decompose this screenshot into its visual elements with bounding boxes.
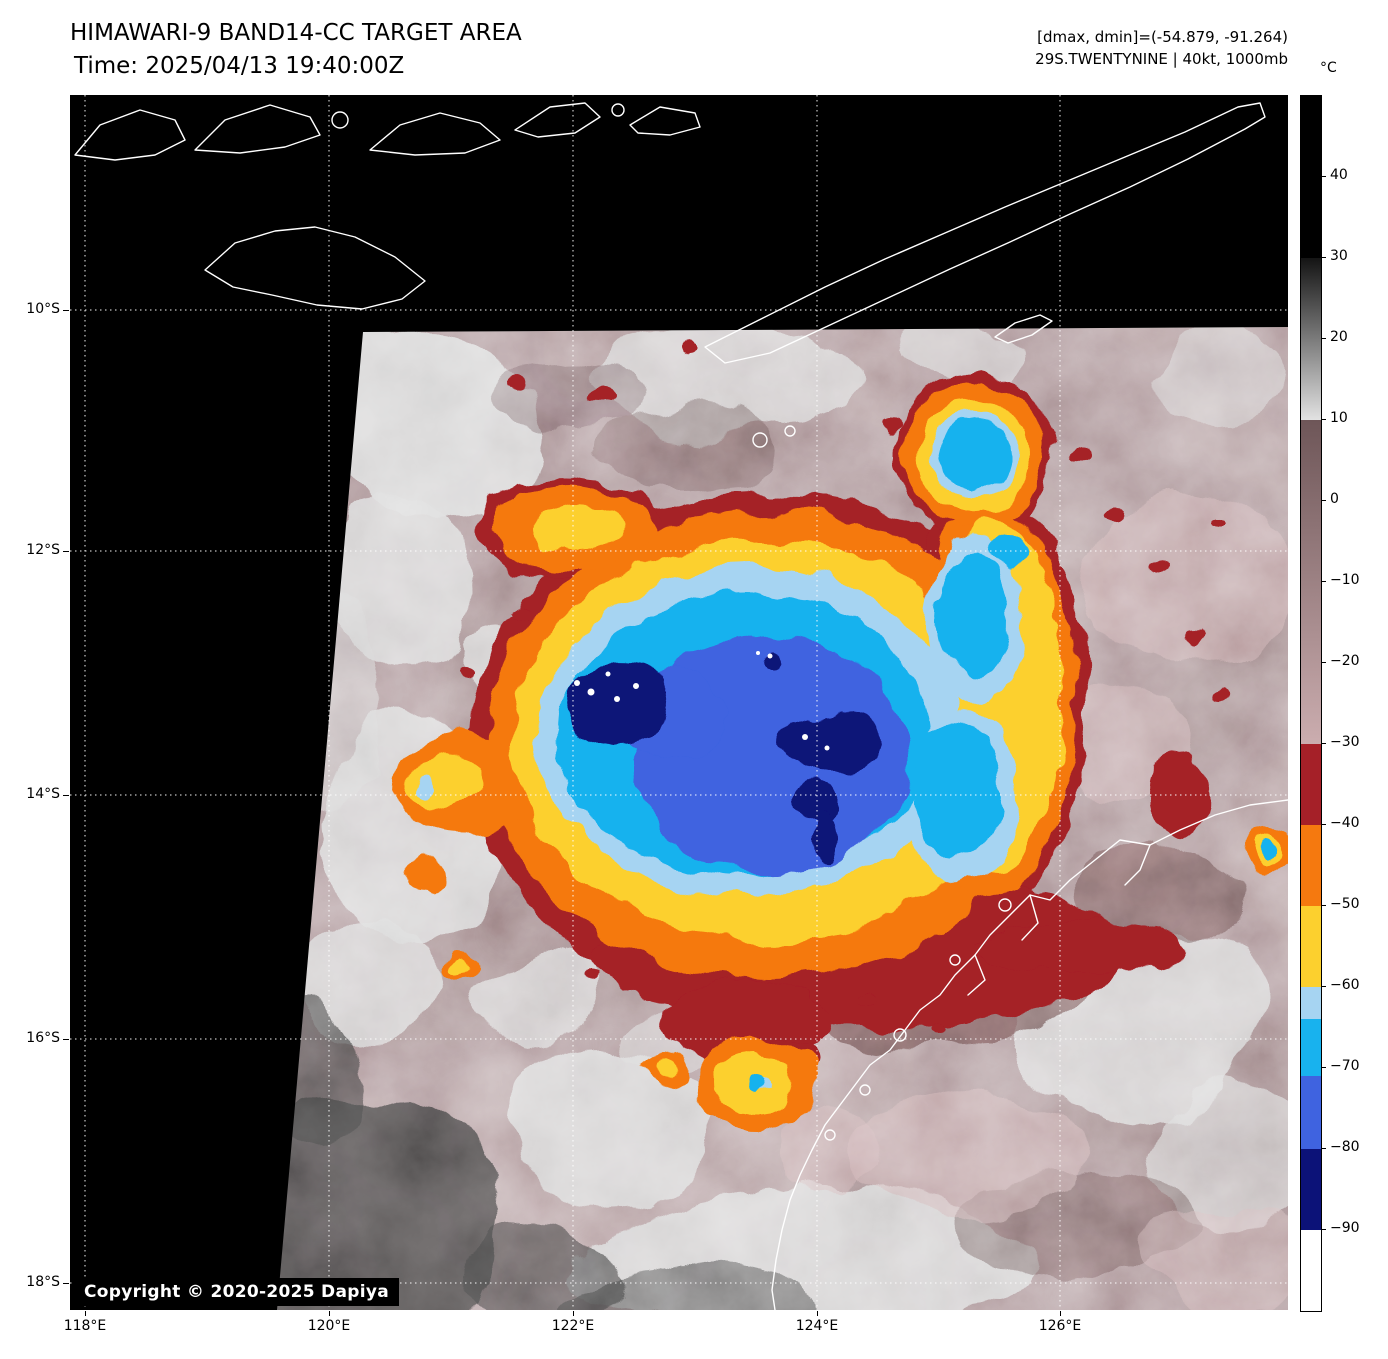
colorbar-tick-label: 30 <box>1330 248 1348 264</box>
header-meta: [dmax, dmin]=(-54.879, -91.264) 29S.TWEN… <box>1035 26 1288 70</box>
axis-tick <box>1060 1311 1061 1316</box>
x-axis-tick-label: 120°E <box>307 1318 351 1334</box>
map-panel: Copyright © 2020-2025 Dapiya <box>70 95 1289 1311</box>
colorbar-tick <box>1322 824 1326 825</box>
x-axis-tick-label: 126°E <box>1038 1318 1082 1334</box>
colorbar-tick <box>1322 905 1326 906</box>
axis-tick <box>63 1039 69 1040</box>
colorbar-tick-label: 10 <box>1330 410 1348 426</box>
y-axis-tick-label: 12°S <box>26 542 60 558</box>
axis-tick <box>85 1311 86 1316</box>
coldest-tops-white <box>574 651 830 751</box>
axis-tick <box>63 1283 69 1284</box>
y-axis-tick-label: 16°S <box>26 1030 60 1046</box>
colorbar-tick <box>1322 500 1326 501</box>
satellite-imagery <box>70 95 1289 1311</box>
axis-tick <box>329 1311 330 1316</box>
colorbar-tick-label: −90 <box>1330 1220 1360 1236</box>
axis-tick <box>573 1311 574 1316</box>
colorbar-tick-label: −30 <box>1330 734 1360 750</box>
axis-tick <box>63 795 69 796</box>
product-time: Time: 2025/04/13 19:40:00Z <box>74 53 405 79</box>
colorbar-tick-label: −40 <box>1330 815 1360 831</box>
axis-tick <box>63 310 69 311</box>
colorbar-tick-label: −80 <box>1330 1139 1360 1155</box>
colorbar-tick <box>1322 1148 1326 1149</box>
colorbar-unit-label: °C <box>1320 60 1337 76</box>
colorbar-tick-label: −10 <box>1330 572 1360 588</box>
colorbar-tick-label: −50 <box>1330 896 1360 912</box>
colorbar-tick <box>1322 176 1326 177</box>
colorbar-tick-label: −20 <box>1330 653 1360 669</box>
coastlines <box>74 102 1289 1311</box>
colorbar-tick-label: 20 <box>1330 329 1348 345</box>
storm-info-label: 29S.TWENTYNINE | 40kt, 1000mb <box>1035 50 1288 68</box>
y-axis-tick-label: 18°S <box>26 1274 60 1290</box>
colorbar-tick-label: −60 <box>1330 977 1360 993</box>
colorbar-tick <box>1322 419 1326 420</box>
imagery-swath <box>277 327 1288 1310</box>
colorbar-tick-label: 0 <box>1330 491 1339 507</box>
colorbar-tick <box>1322 986 1326 987</box>
gridlines <box>70 95 1288 1310</box>
x-axis-tick-label: 122°E <box>551 1318 595 1334</box>
colorbar-tick <box>1322 257 1326 258</box>
copyright-badge: Copyright © 2020-2025 Dapiya <box>74 1278 399 1306</box>
dmax-dmin-label: [dmax, dmin]=(-54.879, -91.264) <box>1037 28 1288 46</box>
product-title: HIMAWARI-9 BAND14-CC TARGET AREA <box>70 20 522 46</box>
temperature-colorbar <box>1300 95 1322 1312</box>
x-axis-tick-label: 118°E <box>63 1318 107 1334</box>
y-axis-tick-label: 14°S <box>26 786 60 802</box>
colorbar-tick <box>1322 581 1326 582</box>
colorbar-tick <box>1322 1229 1326 1230</box>
axis-tick <box>817 1311 818 1316</box>
y-axis-tick-label: 10°S <box>26 301 60 317</box>
colorbar-tick-label: 40 <box>1330 167 1348 183</box>
colorbar-tick <box>1322 743 1326 744</box>
x-axis-tick-label: 124°E <box>795 1318 839 1334</box>
colorbar-tick <box>1322 338 1326 339</box>
colorbar-tick <box>1322 662 1326 663</box>
colorbar-tick <box>1322 1067 1326 1068</box>
axis-tick <box>63 551 69 552</box>
colorbar-tick-label: −70 <box>1330 1058 1360 1074</box>
